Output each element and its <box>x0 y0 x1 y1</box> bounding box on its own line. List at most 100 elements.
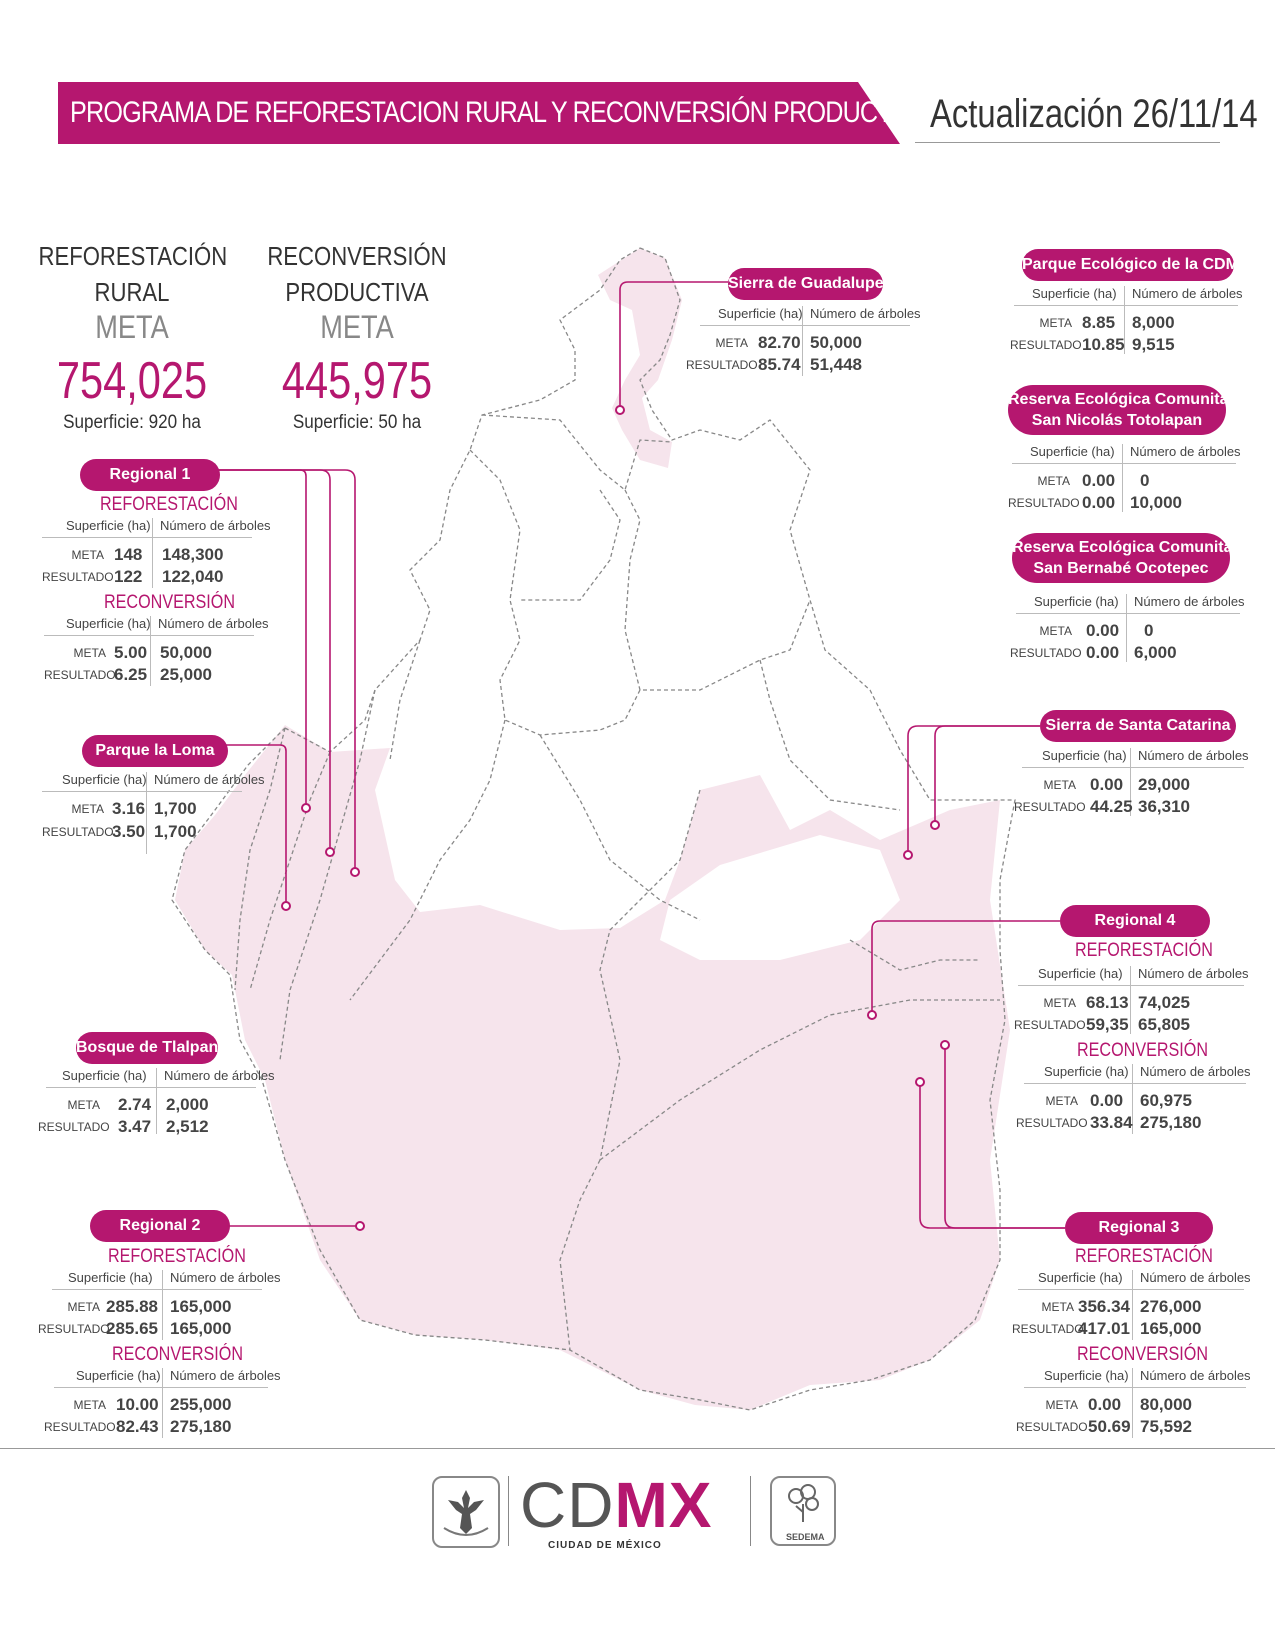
table-bosque-de-tlalpan: Superficie (ha) Número de árboles META 2… <box>38 1068 275 1138</box>
pill-san-nicolas-totolapan: Reserva Ecológica Comunitaria San Nicolá… <box>1008 385 1248 435</box>
meta-arb: 50,000 <box>810 333 862 352</box>
res-sup: 0.00 <box>1082 493 1116 512</box>
pill-line-2: San Nicolás Totolapan <box>1031 412 1203 429</box>
section-reconversion: RECONVERSIÓN <box>1077 1040 1209 1061</box>
summary-title: PRODUCTIVA <box>285 277 429 307</box>
res-arb: 165,000 <box>1140 1319 1202 1338</box>
row-meta-label: META <box>1039 316 1072 330</box>
section-reforestacion: REFORESTACIÓN <box>1075 1246 1213 1267</box>
col-arb: Número de árboles <box>810 306 921 321</box>
res-arb: 6,000 <box>1134 643 1177 662</box>
divider <box>150 616 151 686</box>
row-resultado-label: RESULTADO <box>44 668 116 682</box>
col-arb: Número de árboles <box>154 772 265 787</box>
pill-regional-2: Regional 2 <box>90 1210 230 1242</box>
row-resultado-label: RESULTADO <box>1010 338 1082 352</box>
res-sup: 59,35 <box>1086 1015 1129 1034</box>
summary-meta-label: META <box>95 309 169 345</box>
meta-arb: 276,000 <box>1140 1297 1202 1316</box>
title-banner: PROGRAMA DE REFORESTACION RURAL Y RECONV… <box>58 82 929 144</box>
divider <box>42 537 252 538</box>
divider <box>1126 594 1127 662</box>
meta-sup: 148 <box>114 545 143 564</box>
update-date: Actualización 26/11/14 <box>930 92 1258 136</box>
table-regional-1-reforestacion: Superficie (ha) Número de árboles META 1… <box>42 518 271 588</box>
meta-sup: 356.34 <box>1078 1297 1130 1316</box>
pill-regional-3: Regional 3 <box>1065 1212 1213 1244</box>
divider <box>46 1087 256 1088</box>
angel-icon <box>443 1490 489 1536</box>
col-arb: Número de árboles <box>1134 594 1245 609</box>
section-reconversion: RECONVERSIÓN <box>112 1344 244 1365</box>
row-meta-label: META <box>71 802 104 816</box>
table-parque-la-loma: Superficie (ha) Número de árboles META 3… <box>42 772 265 854</box>
pill-sierra-de-guadalupe: Sierra de Guadalupe <box>728 268 884 300</box>
pill-san-bernabe-ocotepec: Reserva Ecológica Comunitaria San Bernab… <box>1012 533 1252 583</box>
pill-parque-la-loma: Parque la Loma <box>82 735 228 767</box>
divider <box>1124 286 1125 354</box>
coat-of-arms-logo <box>432 1476 500 1548</box>
table-sierra-de-santa-catarina: Superficie (ha) Número de árboles META 0… <box>1014 748 1249 818</box>
res-sup: 44.25 <box>1090 797 1133 816</box>
row-resultado-label: RESULTADO <box>1010 646 1082 660</box>
col-sup: Superficie (ha) <box>1030 444 1115 459</box>
row-resultado-label: RESULTADO <box>42 570 114 584</box>
cdmx-logo: CDMX <box>520 1468 712 1542</box>
meta-arb: 74,025 <box>1138 993 1190 1012</box>
table-regional-1-reconversion: Superficie (ha) Número de árboles META 5… <box>44 616 269 686</box>
res-sup: 3.47 <box>118 1117 152 1136</box>
table-sierra-de-guadalupe: Superficie (ha) Número de árboles META 8… <box>686 306 921 376</box>
res-sup: 10.85 <box>1082 335 1125 354</box>
divider <box>162 1368 163 1438</box>
brand-subtitle: CIUDAD DE MÉXICO <box>548 1540 662 1551</box>
res-arb: 25,000 <box>160 665 212 684</box>
res-arb: 9,515 <box>1132 335 1175 354</box>
row-meta-label: META <box>67 1098 100 1112</box>
meta-sup: 82.70 <box>758 333 801 352</box>
meta-arb: 2,000 <box>166 1095 209 1114</box>
divider <box>1122 444 1123 512</box>
map-borders <box>171 247 1016 1411</box>
col-arb: Número de árboles <box>158 616 269 631</box>
res-arb: 275,180 <box>170 1417 232 1436</box>
table-regional-2-reconversion: Superficie (ha) Número de árboles META 1… <box>44 1368 281 1438</box>
meta-sup: 0.00 <box>1086 621 1120 640</box>
table-san-nicolas-totolapan: Superficie (ha) Número de árboles META 0… <box>1008 444 1241 514</box>
meta-arb: 80,000 <box>1140 1395 1192 1414</box>
row-resultado-label: RESULTADO <box>38 1322 110 1336</box>
res-arb: 65,805 <box>1138 1015 1190 1034</box>
col-sup: Superficie (ha) <box>718 306 803 321</box>
col-sup: Superficie (ha) <box>1044 1368 1129 1383</box>
tree-icon <box>788 1484 819 1522</box>
divider <box>1024 1083 1246 1084</box>
res-arb: 75,592 <box>1140 1417 1192 1436</box>
table-regional-4-reforestacion: Superficie (ha) Número de árboles META 6… <box>1014 966 1249 1036</box>
col-arb: Número de árboles <box>1132 286 1243 301</box>
row-meta-label: META <box>73 1398 106 1412</box>
summary-surface: Superficie: 50 ha <box>292 412 422 433</box>
res-sup: 0.00 <box>1086 643 1120 662</box>
row-meta-label: META <box>715 336 748 350</box>
row-resultado-label: RESULTADO <box>44 1420 116 1434</box>
row-resultado-label: RESULTADO <box>1012 1322 1084 1336</box>
res-sup: 122 <box>114 567 143 586</box>
row-resultado-label: RESULTADO <box>42 825 114 839</box>
table-parque-ecologico-cdmx: Superficie (ha) Número de árboles META 8… <box>1010 286 1243 356</box>
summary-surface: Superficie: 920 ha <box>63 412 201 433</box>
meta-arb: 255,000 <box>170 1395 232 1414</box>
meta-sup: 0.00 <box>1088 1395 1122 1414</box>
meta-sup: 2.74 <box>118 1095 152 1114</box>
col-arb: Número de árboles <box>1130 444 1241 459</box>
res-arb: 2,512 <box>166 1117 209 1136</box>
divider <box>52 1289 262 1290</box>
meta-sup: 0.00 <box>1082 471 1116 490</box>
res-sup: 6.25 <box>114 665 148 684</box>
row-resultado-label: RESULTADO <box>1016 1420 1088 1434</box>
summary-value: 754,025 <box>56 352 208 410</box>
pill-regional-4: Regional 4 <box>1060 905 1210 937</box>
row-resultado-label: RESULTADO <box>1014 1018 1086 1032</box>
divider <box>915 142 1220 143</box>
row-resultado-label: RESULTADO <box>38 1120 110 1134</box>
meta-arb: 0 <box>1140 471 1150 490</box>
divider <box>162 1270 163 1340</box>
